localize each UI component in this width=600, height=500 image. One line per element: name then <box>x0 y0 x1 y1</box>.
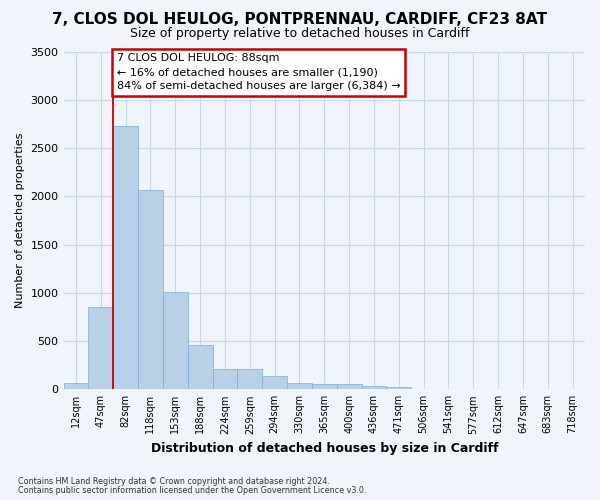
Bar <box>188 345 212 390</box>
X-axis label: Distribution of detached houses by size in Cardiff: Distribution of detached houses by size … <box>151 442 498 455</box>
Text: Size of property relative to detached houses in Cardiff: Size of property relative to detached ho… <box>130 28 470 40</box>
Bar <box>386 388 411 390</box>
Text: Contains HM Land Registry data © Crown copyright and database right 2024.: Contains HM Land Registry data © Crown c… <box>18 477 330 486</box>
Text: 7, CLOS DOL HEULOG, PONTPRENNAU, CARDIFF, CF23 8AT: 7, CLOS DOL HEULOG, PONTPRENNAU, CARDIFF… <box>53 12 548 28</box>
Bar <box>238 368 262 390</box>
Bar <box>64 383 88 390</box>
Bar <box>262 376 287 390</box>
Text: 7 CLOS DOL HEULOG: 88sqm
← 16% of detached houses are smaller (1,190)
84% of sem: 7 CLOS DOL HEULOG: 88sqm ← 16% of detach… <box>117 54 401 92</box>
Bar <box>88 308 113 390</box>
Bar <box>163 292 188 390</box>
Text: Contains public sector information licensed under the Open Government Licence v3: Contains public sector information licen… <box>18 486 367 495</box>
Bar <box>287 383 312 390</box>
Y-axis label: Number of detached properties: Number of detached properties <box>15 132 25 308</box>
Bar <box>113 126 138 390</box>
Bar <box>212 368 238 390</box>
Bar <box>312 384 337 390</box>
Bar <box>337 384 362 390</box>
Bar <box>138 190 163 390</box>
Bar <box>362 386 386 390</box>
